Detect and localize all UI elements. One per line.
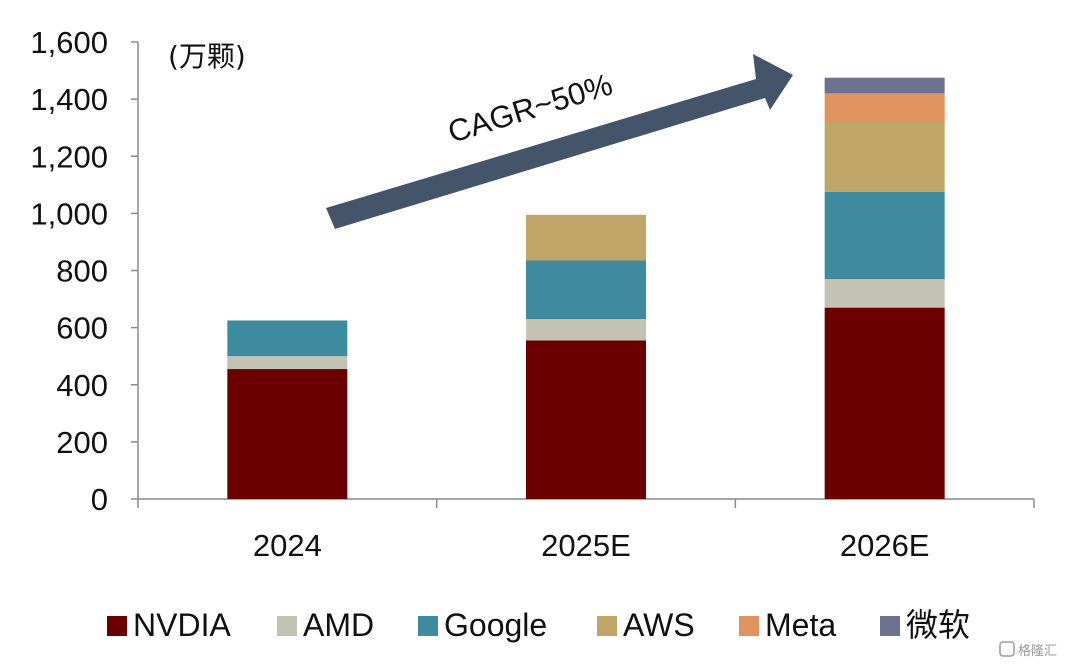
- legend-label-nvdia: NVDIA: [133, 607, 231, 643]
- bar-segment-2026e-meta: [824, 93, 945, 122]
- legend-label-微软: 微软: [906, 607, 970, 643]
- bar-segment-2025e-google: [526, 260, 646, 320]
- bar-segment-2025e-nvdia: [526, 340, 646, 499]
- watermark-text: 格隆汇: [1018, 643, 1057, 659]
- legend-label-google: Google: [444, 607, 547, 643]
- x-ticks: [137, 499, 1035, 508]
- arrow-shape: [326, 54, 793, 229]
- bar-segment-2024-google: [227, 320, 348, 357]
- legend: NVDIA AMD Google AWS Meta 微软: [107, 607, 970, 643]
- y-tick-label: 1,600: [30, 25, 108, 60]
- legend-swatch-amd: [277, 616, 297, 636]
- y-tick-label: 1,000: [30, 196, 108, 231]
- legend-swatch-google: [418, 616, 438, 636]
- y-ticks: 0 200 400 600 800 1,000 1,200 1,400 1,600: [30, 25, 138, 517]
- y-tick-label: 400: [56, 368, 108, 403]
- bar-segment-2025e-amd: [526, 319, 646, 341]
- legend-label-aws: AWS: [623, 607, 695, 643]
- watermark: 格隆汇: [999, 641, 1057, 659]
- y-tick-label: 800: [56, 254, 108, 289]
- legend-swatch-nvdia: [107, 616, 127, 636]
- bar-segment-2026e-nvdia: [824, 307, 945, 499]
- bar-segment-2026e-aws: [824, 121, 945, 192]
- x-tick-label: 2025E: [541, 528, 631, 563]
- legend-label-meta: Meta: [765, 607, 836, 643]
- bars: [227, 77, 945, 499]
- bar-segment-2026e-google: [824, 191, 945, 280]
- y-tick-label: 200: [56, 425, 108, 460]
- y-tick-label: 600: [56, 311, 108, 346]
- legend-swatch-aws: [597, 616, 617, 636]
- unit-label: (万颗): [168, 40, 246, 73]
- y-tick-label: 0: [91, 482, 108, 517]
- bar-segment-2024-amd: [227, 356, 348, 370]
- legend-swatch-meta: [739, 616, 759, 636]
- x-tick-labels: 2024 2025E 2026E: [253, 528, 930, 563]
- y-tick-label: 1,400: [30, 82, 108, 117]
- bar-segment-2025e-aws: [526, 214, 646, 261]
- cagr-arrow: CAGR~50%: [326, 54, 793, 229]
- y-tick-label: 1,200: [30, 139, 108, 174]
- bar-segment-2026e-amd: [824, 279, 945, 308]
- watermark-logo-icon: [999, 641, 1015, 657]
- x-tick-label: 2024: [253, 528, 322, 563]
- legend-swatch-微软: [880, 616, 900, 636]
- x-tick-label: 2026E: [840, 528, 930, 563]
- bar-segment-2026e-微软: [824, 77, 945, 94]
- legend-label-amd: AMD: [303, 607, 374, 643]
- bar-segment-2024-nvdia: [227, 369, 348, 499]
